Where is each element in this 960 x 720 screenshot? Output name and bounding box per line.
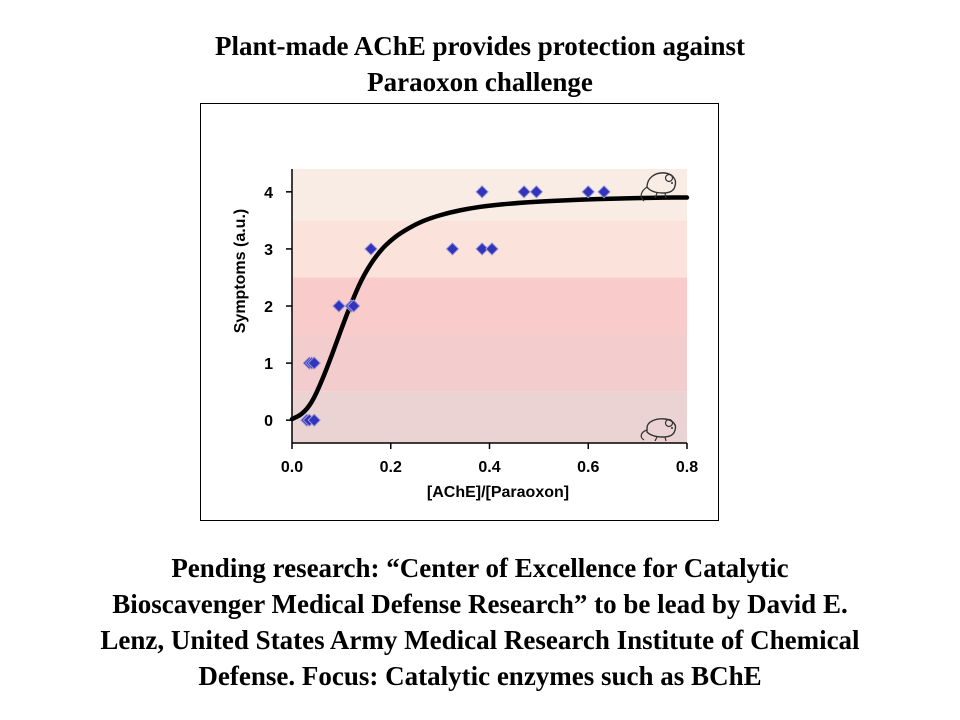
footer-line-1: Pending research: “Center of Excellence … [171,553,789,583]
page-title: Plant-made AChE provides protection agai… [0,28,960,100]
data-point [347,299,361,313]
data-point [445,242,460,256]
data-point [364,242,378,256]
data-point [475,242,489,256]
y-tick-label: 0 [264,413,273,430]
data-point [475,185,489,199]
footer-line-3: Lenz, United States Army Medical Researc… [100,625,860,655]
data-point [597,185,611,199]
x-tick-label: 0.0 [281,459,303,476]
x-tick-label: 0.6 [577,459,599,476]
data-point [529,185,544,199]
footer-line-4: Defense. Focus: Catalytic enzymes such a… [198,661,762,691]
x-tick-label: 0.8 [676,459,698,476]
y-tick-label: 1 [264,356,273,373]
y-axis-label: Symptoms (a.u.) [232,209,249,333]
data-point [307,356,321,370]
data-point [581,185,595,199]
background-band-4 [292,169,687,221]
title-line-2: Paraoxon challenge [367,67,593,97]
ticks-layer: 0 1 2 3 4 0.0 0.2 0.4 0.6 0.8 [264,185,698,476]
y-tick-label: 3 [264,242,273,259]
data-point [307,413,321,427]
data-points-layer [300,185,611,427]
y-tick-label: 2 [264,299,273,316]
background-band-0 [292,391,687,443]
title-line-1: Plant-made AChE provides protection agai… [214,31,746,61]
data-point [485,242,499,256]
fit-curve-layer [289,195,690,422]
footer-line-2: Bioscavenger Medical Defense Research” t… [112,589,848,619]
fit-curve-line [289,195,690,422]
data-point [517,185,531,199]
mouse-icon [640,172,677,202]
x-tick-label: 0.2 [380,459,402,476]
chart-frame: 0 1 2 3 4 0.0 0.2 0.4 0.6 0.8 [AChE]/[Paraoxon] S… [200,103,719,521]
chart-svg: 0 1 2 3 4 0.0 0.2 0.4 0.6 0.8 [AChE]/[Paraoxon] S… [232,169,698,501]
background-bands [292,169,687,443]
footer-text: Pending research: “Center of Excellence … [0,550,960,694]
mouse-icon [640,418,677,442]
y-tick-label: 4 [264,185,273,202]
x-tick-label: 0.4 [478,459,500,476]
data-point [332,299,346,313]
x-axis-label: [AChE]/[Paraoxon] [427,484,569,501]
background-band-1 [292,334,687,392]
